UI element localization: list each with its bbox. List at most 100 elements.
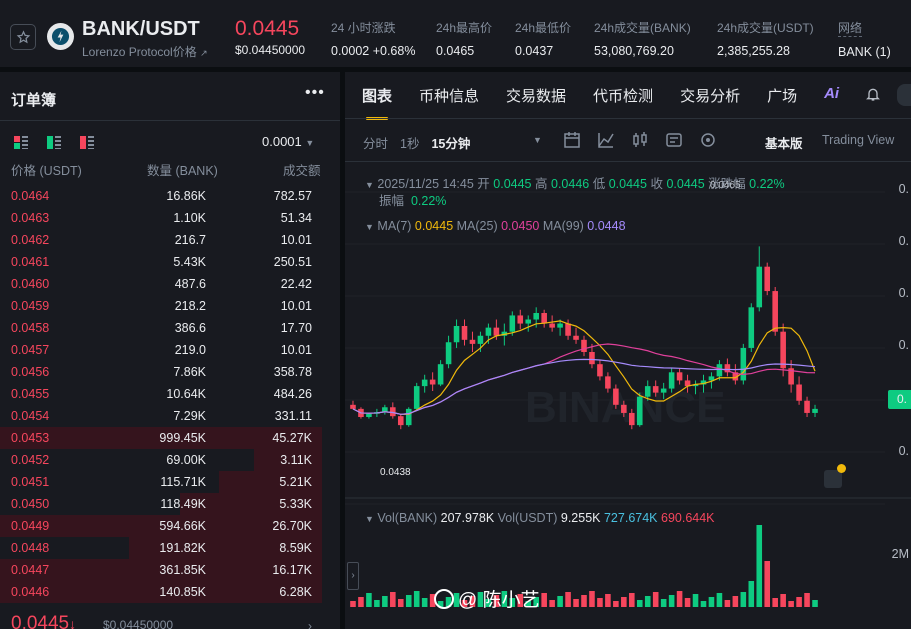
ask-row[interactable]: 0.0448 191.82K 8.59K xyxy=(0,537,330,559)
vol-bank-label: Vol(BANK) xyxy=(377,511,438,525)
interval-timeline[interactable]: 分时 xyxy=(363,137,389,151)
depth-icon[interactable] xyxy=(699,131,717,149)
candle-body xyxy=(636,396,643,426)
depth-bar xyxy=(180,493,322,515)
volume-bar xyxy=(421,598,428,607)
volume-bar xyxy=(533,597,539,607)
volume-bar xyxy=(366,593,372,607)
both-sides-view-icon[interactable] xyxy=(14,136,28,149)
stat-value: 0.0002 +0.68% xyxy=(331,44,416,58)
project-price-link[interactable]: Lorenzo Protocol价格 ↗ xyxy=(82,43,208,60)
ask-row[interactable]: 0.0450 118.49K 5.33K xyxy=(0,493,330,515)
ask-row[interactable]: 0.0447 361.85K 16.17K xyxy=(0,559,330,581)
interval-15m[interactable]: 15分钟 xyxy=(431,137,471,151)
interval-1s[interactable]: 1秒 xyxy=(400,137,420,151)
tick-size-select[interactable]: 0.0001 ▼ xyxy=(262,134,314,149)
axis-price-4: 0. xyxy=(898,338,909,352)
volume-bar xyxy=(629,593,635,607)
candle-body xyxy=(517,315,524,324)
ask-quantity: 219.0 xyxy=(174,343,206,357)
volume-bar xyxy=(708,597,715,607)
ask-quantity: 218.2 xyxy=(174,299,206,313)
collapse-icon[interactable]: ▼ xyxy=(365,514,374,524)
tab-square[interactable]: 广场 xyxy=(767,88,798,105)
ask-row[interactable]: 0.0463 1.10K 51.34 xyxy=(0,207,330,229)
ask-row[interactable]: 0.0446 140.85K 6.28K xyxy=(0,581,330,603)
volume-bar xyxy=(684,598,691,607)
open-value: 0.0445 xyxy=(493,177,532,191)
ask-row[interactable]: 0.0453 999.45K 45.27K xyxy=(0,427,330,449)
stat-network[interactable]: 网络 BANK (1) xyxy=(838,19,891,59)
external-link-icon: ↗ xyxy=(200,48,208,58)
volume-bar xyxy=(390,592,396,607)
ask-row[interactable]: 0.0452 69.00K 3.11K xyxy=(0,449,330,471)
stat-value: 0.0437 xyxy=(515,44,554,58)
volume-bar xyxy=(605,594,611,607)
chevron-right-icon[interactable] xyxy=(897,84,911,106)
tab-trading-data[interactable]: 交易数据 xyxy=(506,88,567,105)
ask-row[interactable]: 0.0451 115.71K 5.21K xyxy=(0,471,330,493)
calendar-icon[interactable] xyxy=(563,131,581,149)
collapse-icon[interactable]: ▼ xyxy=(365,222,374,232)
volume-bar xyxy=(589,591,595,607)
candle-body xyxy=(668,372,675,389)
ask-row[interactable]: 0.0455 10.64K 484.26 xyxy=(0,383,330,405)
ask-row[interactable]: 0.0464 16.86K 782.57 xyxy=(0,185,330,207)
candle-body xyxy=(660,388,667,393)
candle-type-icon[interactable] xyxy=(631,131,649,149)
ask-price: 0.0453 xyxy=(11,431,50,445)
tab-token-info[interactable]: 币种信息 xyxy=(419,88,480,105)
alert-icon[interactable] xyxy=(824,464,846,488)
ask-quantity: 216.7 xyxy=(174,233,206,247)
candle-body xyxy=(573,335,579,340)
indicator-icon[interactable] xyxy=(597,131,615,149)
change-label: 涨跌幅 xyxy=(708,177,746,191)
collapse-icon[interactable]: ▼ xyxy=(365,180,374,190)
volume-bar xyxy=(565,592,571,607)
volume-bar xyxy=(780,594,786,607)
last-price-usd: $0.04450000 xyxy=(235,43,306,57)
ask-row[interactable]: 0.0449 594.66K 26.70K xyxy=(0,515,330,537)
interval-dropdown-icon[interactable]: ▼ xyxy=(533,135,542,145)
candle-body xyxy=(509,315,516,332)
ask-row[interactable]: 0.0462 216.7 10.01 xyxy=(0,229,330,251)
chevron-right-icon[interactable]: › xyxy=(308,619,312,629)
favorite-star-button[interactable] xyxy=(10,24,36,50)
more-options-icon[interactable]: ••• xyxy=(305,84,325,101)
ask-row[interactable]: 0.0454 7.29K 331.11 xyxy=(0,405,330,427)
candle-body xyxy=(541,313,547,324)
ask-total: 6.28K xyxy=(279,585,312,599)
bids-only-view-icon[interactable] xyxy=(47,136,61,149)
tab-token-check[interactable]: 代币检测 xyxy=(593,88,654,105)
tab-ai[interactable]: Ai xyxy=(824,85,840,102)
volume-bar xyxy=(804,593,810,607)
ask-row[interactable]: 0.0457 219.0 10.01 xyxy=(0,339,330,361)
ask-row[interactable]: 0.0456 7.86K 358.78 xyxy=(0,361,330,383)
bell-icon[interactable] xyxy=(865,86,881,105)
candle-body xyxy=(477,335,484,344)
ask-total: 484.26 xyxy=(273,387,312,401)
ask-price: 0.0459 xyxy=(11,299,50,313)
scroll-left-button[interactable]: › xyxy=(347,562,359,590)
volume-bar xyxy=(812,600,818,607)
ask-row[interactable]: 0.0460 487.6 22.42 xyxy=(0,273,330,295)
asks-only-view-icon[interactable] xyxy=(80,136,94,149)
candle-body xyxy=(796,384,802,401)
amplitude-label: 振幅 xyxy=(379,194,405,208)
chart-settings-icon[interactable] xyxy=(665,131,683,149)
high-marker: 0.0465 xyxy=(710,180,741,191)
stat-value: 0.0465 xyxy=(436,44,475,58)
candle-body xyxy=(804,400,810,413)
ask-row[interactable]: 0.0458 386.6 17.70 xyxy=(0,317,330,339)
tab-trade-analysis[interactable]: 交易分析 xyxy=(680,88,741,105)
candle-body xyxy=(382,407,388,413)
candlestick-chart[interactable]: BINANCE xyxy=(345,162,911,629)
ask-price: 0.0462 xyxy=(11,233,50,247)
pair-title[interactable]: BANK/USDT xyxy=(82,18,200,40)
view-tradingview[interactable]: Trading View xyxy=(822,133,895,147)
ask-row[interactable]: 0.0459 218.2 10.01 xyxy=(0,295,330,317)
tick-size-value: 0.0001 xyxy=(262,134,302,149)
view-basic[interactable]: 基本版 xyxy=(765,137,803,151)
ask-row[interactable]: 0.0461 5.43K 250.51 xyxy=(0,251,330,273)
tab-chart[interactable]: 图表 xyxy=(362,85,392,120)
